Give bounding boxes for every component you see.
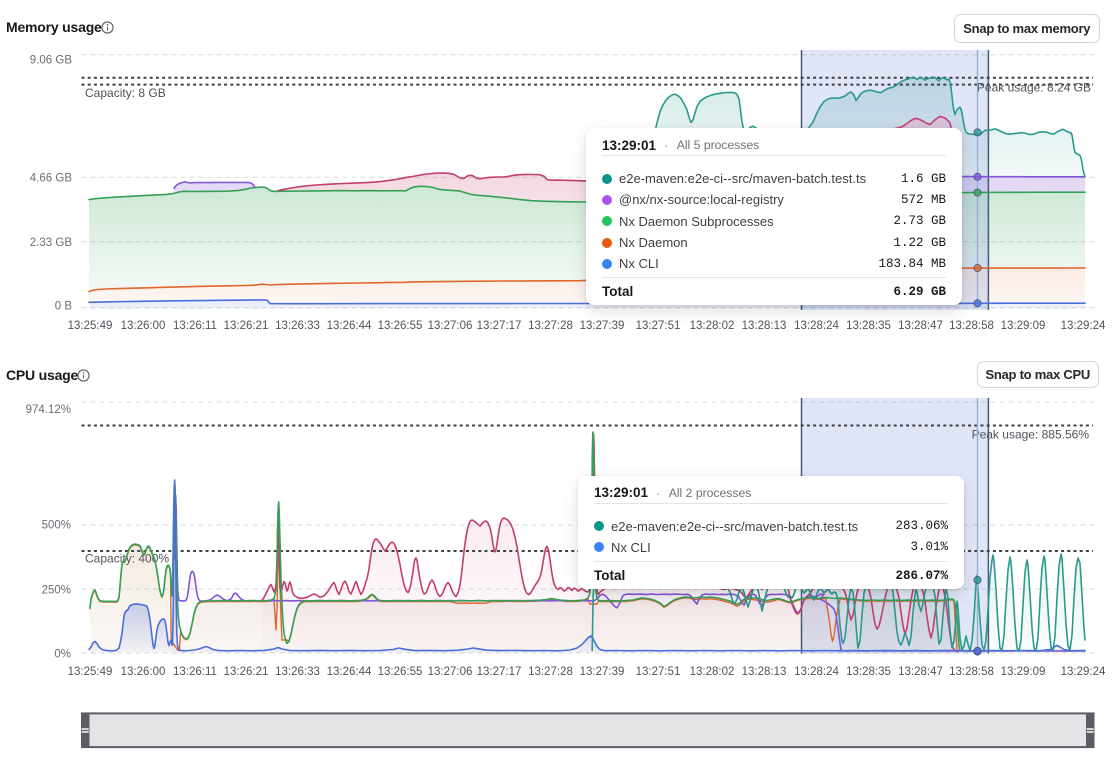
svg-text:13:28:47: 13:28:47 — [898, 320, 943, 332]
svg-text:13:26:44: 13:26:44 — [327, 320, 372, 332]
svg-text:250%: 250% — [42, 585, 71, 597]
svg-text:13:29:24: 13:29:24 — [1061, 666, 1106, 678]
svg-text:13:28:58: 13:28:58 — [949, 320, 994, 332]
svg-text:13:28:02: 13:28:02 — [690, 666, 735, 678]
svg-text:Capacity: 8 GB: Capacity: 8 GB — [85, 86, 166, 100]
svg-text:13:29:09: 13:29:09 — [1001, 666, 1046, 678]
svg-text:4.66 GB: 4.66 GB — [30, 173, 73, 185]
svg-text:500%: 500% — [42, 520, 71, 532]
svg-text:Peak usage: 885.56%: Peak usage: 885.56% — [972, 428, 1090, 442]
svg-text:13:26:55: 13:26:55 — [378, 320, 423, 332]
svg-text:13:25:49: 13:25:49 — [68, 666, 113, 678]
svg-text:13:26:00: 13:26:00 — [121, 666, 166, 678]
svg-text:13:27:17: 13:27:17 — [477, 666, 522, 678]
svg-text:0 B: 0 B — [55, 301, 73, 313]
svg-text:13:28:24: 13:28:24 — [794, 666, 839, 678]
svg-text:13:28:24: 13:28:24 — [794, 320, 839, 332]
svg-text:Capacity: 400%: Capacity: 400% — [85, 552, 169, 566]
svg-text:13:26:00: 13:26:00 — [121, 320, 166, 332]
svg-text:13:27:39: 13:27:39 — [580, 666, 625, 678]
svg-text:13:26:21: 13:26:21 — [224, 320, 269, 332]
svg-text:13:27:28: 13:27:28 — [528, 666, 573, 678]
svg-text:13:28:35: 13:28:35 — [846, 666, 891, 678]
svg-text:13:26:11: 13:26:11 — [173, 320, 217, 332]
svg-text:13:29:09: 13:29:09 — [1001, 320, 1046, 332]
svg-text:13:27:06: 13:27:06 — [428, 666, 473, 678]
svg-text:13:28:35: 13:28:35 — [846, 320, 891, 332]
svg-text:13:28:47: 13:28:47 — [898, 666, 943, 678]
svg-text:13:26:55: 13:26:55 — [378, 666, 423, 678]
svg-text:13:25:49: 13:25:49 — [68, 320, 113, 332]
svg-text:13:26:44: 13:26:44 — [327, 666, 372, 678]
svg-text:0%: 0% — [54, 649, 71, 661]
svg-text:13:28:13: 13:28:13 — [742, 320, 787, 332]
svg-text:2.33 GB: 2.33 GB — [30, 237, 73, 249]
svg-text:13:27:51: 13:27:51 — [636, 666, 681, 678]
svg-text:13:28:02: 13:28:02 — [690, 320, 735, 332]
svg-text:13:29:24: 13:29:24 — [1061, 320, 1106, 332]
svg-text:13:27:28: 13:27:28 — [528, 320, 573, 332]
svg-text:974.12%: 974.12% — [26, 404, 71, 416]
svg-text:13:27:06: 13:27:06 — [428, 320, 473, 332]
svg-text:13:27:51: 13:27:51 — [636, 320, 681, 332]
svg-text:13:28:13: 13:28:13 — [742, 666, 787, 678]
svg-text:13:28:58: 13:28:58 — [949, 666, 994, 678]
svg-text:13:26:33: 13:26:33 — [275, 666, 320, 678]
svg-text:9.06 GB: 9.06 GB — [30, 55, 73, 67]
svg-text:13:27:39: 13:27:39 — [580, 320, 625, 332]
svg-text:Peak usage: 8.24 GB: Peak usage: 8.24 GB — [977, 81, 1091, 95]
svg-text:13:26:21: 13:26:21 — [224, 666, 269, 678]
svg-text:13:26:11: 13:26:11 — [173, 666, 217, 678]
svg-text:13:26:33: 13:26:33 — [275, 320, 320, 332]
svg-text:13:27:17: 13:27:17 — [477, 320, 522, 332]
